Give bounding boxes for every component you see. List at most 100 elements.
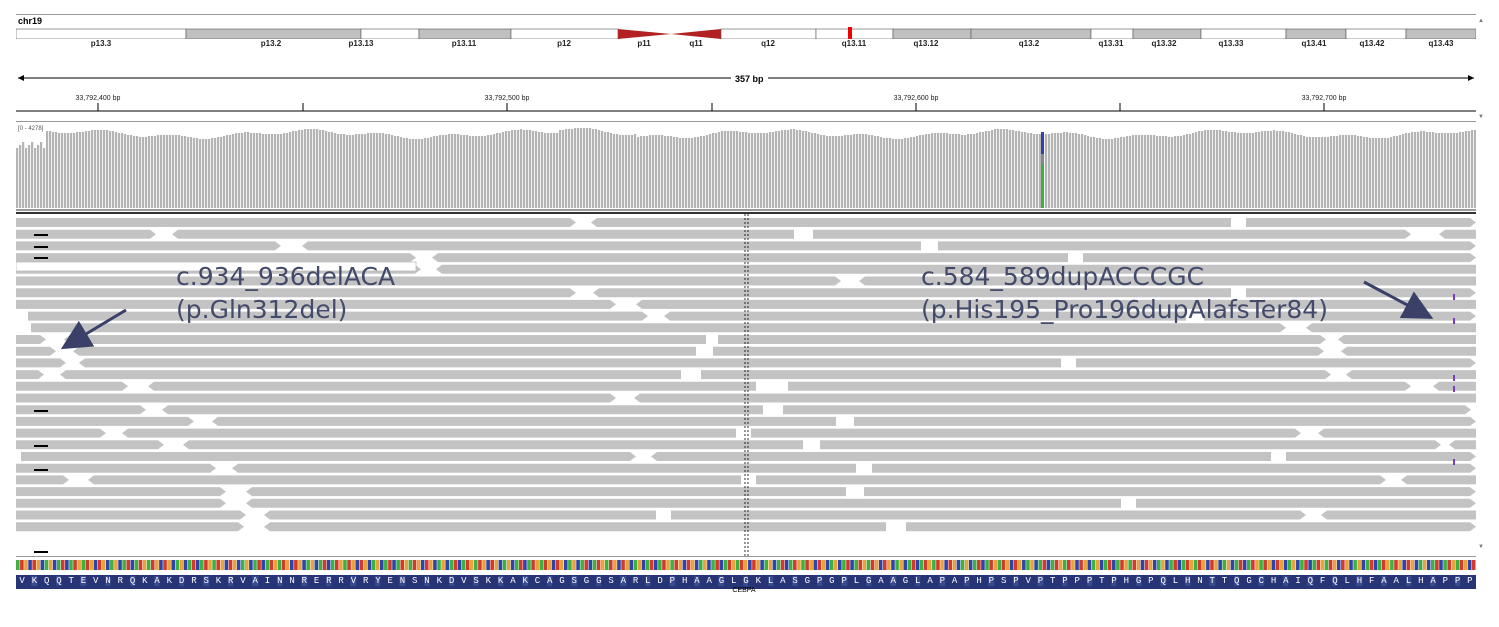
coverage-bar [1255,132,1258,208]
base [580,560,584,570]
amino-acid: V [1025,576,1031,586]
base [1001,560,1006,570]
base [584,560,589,570]
band-label: q13.43 [1428,39,1454,48]
base [756,560,760,570]
amino-acid: Y [375,576,381,586]
coverage-bar [601,131,604,208]
deletion-marker [34,469,48,471]
band-label: p13.2 [260,39,282,48]
coverage-bar [106,130,109,208]
coverage-bar [442,135,445,208]
coverage-bar [1177,136,1180,208]
base [1030,560,1034,570]
base [490,560,494,570]
vertical-scrollbar[interactable]: ▲ ▼ ▼ [1478,14,1486,556]
band-labels: p13.3 p13.2 p13.13 p13.11 p12 p11 q11 q12 q13.11… [16,39,1476,51]
coverage-bar [916,136,919,208]
base [559,560,564,570]
base [1169,560,1173,570]
base [1144,560,1149,570]
amino-acid: I [264,576,271,586]
base [20,560,24,570]
coverage-bar [904,138,907,208]
base [183,560,188,570]
coverage-bar [1084,135,1087,208]
read [1318,428,1476,438]
base [743,560,748,570]
coverage-bar [1117,138,1120,208]
scroll-down-icon[interactable]: ▼ [1478,544,1484,550]
ideogram-graphic[interactable] [16,27,1476,39]
coverage-bar [934,133,937,208]
coverage-bar [169,135,172,208]
band-label: q13.12 [913,39,939,48]
coverage-bar [157,135,160,208]
scroll-up-icon[interactable]: ▲ [1478,18,1484,24]
read [1246,218,1476,227]
amino-acid: S [473,576,479,586]
base [187,560,192,570]
coverage-bar [487,135,490,208]
coverage-bar [775,131,778,208]
coverage-bar [88,131,91,208]
amino-acid: N [289,576,295,586]
base [903,560,908,570]
coverage-track[interactable]: [0 - 4278] [16,124,1476,214]
coverage-bar [1432,132,1435,208]
coverage-bar [967,134,970,208]
base [923,560,928,570]
reference-sequence-track[interactable] [16,559,1476,571]
base [1451,560,1456,570]
base [531,560,535,570]
coverage-bar [1111,139,1114,208]
base [801,560,805,570]
coverage-bar [307,129,310,208]
base [1197,560,1202,570]
ruler-track[interactable]: 357 bp 33,792,400 bp 33,792,500 bp 33,792,… [16,57,1476,122]
band-p13.11 [418,28,512,39]
base [388,560,392,570]
coverage-bar [55,132,58,208]
base [167,560,171,570]
band-q13.41 [1285,28,1347,39]
coverage-bar [505,131,508,208]
scroll-down-icon[interactable]: ▼ [1478,114,1484,120]
base [441,560,445,570]
read [756,475,1386,485]
coverage-bar [28,145,31,208]
coverage-bar [1171,137,1174,208]
coverage-bar [523,130,526,208]
base [40,560,45,570]
read-alignments[interactable] [16,214,1476,556]
alignment-track[interactable] [16,214,1476,557]
gene-name[interactable]: CEBPA [732,587,756,594]
coverage-bar [970,134,973,208]
coverage-bar [883,138,886,208]
amino-acid: A [1381,576,1387,586]
coverage-bar [22,142,25,208]
base [1291,560,1296,570]
coverage-bar [769,132,772,208]
amino-acid: S [608,576,614,586]
base [805,560,809,570]
amino-acid: L [1344,576,1350,586]
coverage-bar [1291,133,1294,208]
base [416,560,421,570]
coverage-bar [730,131,733,208]
base [1357,560,1361,570]
base [911,560,916,570]
coverage-bar [40,142,43,208]
base [371,560,376,570]
base [52,560,57,570]
coverage-bar [160,135,163,208]
coverage-histogram[interactable] [16,124,1476,212]
coverage-bar [637,137,640,208]
amino-acid: P [1037,576,1044,586]
coverage-bar [64,133,67,208]
base [1435,560,1439,570]
coverage-bar [1150,135,1153,208]
band-label: q13.31 [1098,39,1124,48]
chromosome-ideogram[interactable]: chr19 p13.3 p13.2 p13.13 p13.11 p12 p11 q11 q12… [16,14,1476,58]
